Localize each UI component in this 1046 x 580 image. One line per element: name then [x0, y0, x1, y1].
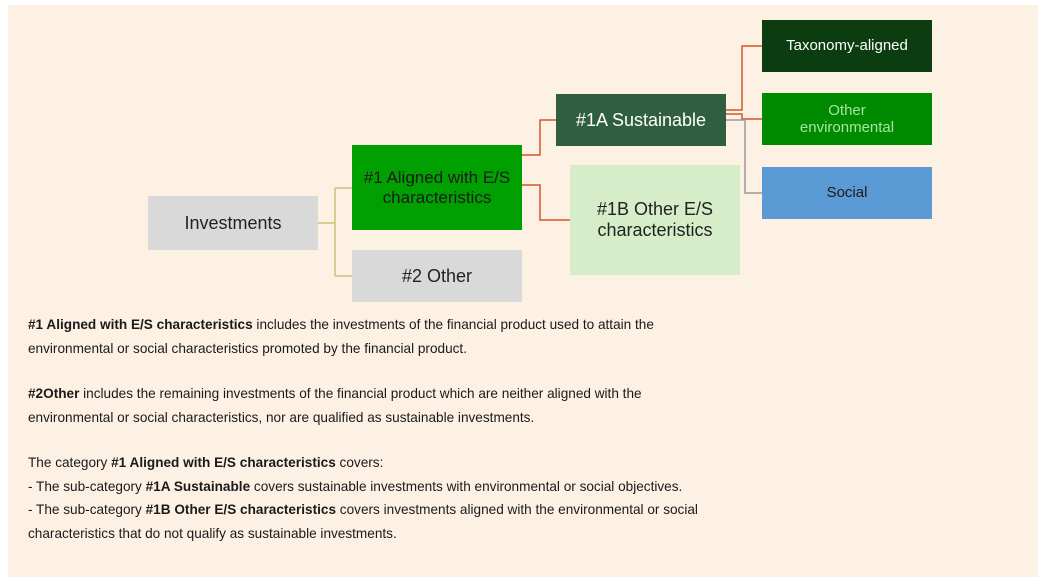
- node-label: Investments: [184, 212, 282, 233]
- text: environmental or social characteristics …: [28, 340, 467, 356]
- bold-text: #1B Other E/S characteristics: [145, 502, 337, 517]
- text: includes the remaining investments of th…: [79, 386, 642, 401]
- bold-text: #2Other: [28, 386, 80, 401]
- text-line: #1 Aligned with E/S characteristics incl…: [28, 313, 698, 337]
- text: environmental or social characteristics,…: [28, 409, 535, 425]
- text-line: environmental or social characteristics,…: [28, 406, 698, 430]
- node-box: Taxonomy-aligned: [762, 20, 932, 72]
- text-line: The category #1 Aligned with E/S charact…: [28, 451, 698, 475]
- text-line: - The sub-category #1B Other E/S charact…: [28, 498, 698, 522]
- node-label: Taxonomy-aligned: [786, 37, 908, 55]
- node-label: Other environmental: [799, 101, 895, 136]
- connector: [726, 119, 762, 194]
- text: - The sub-category: [28, 502, 146, 517]
- node-label: Social: [826, 184, 868, 202]
- node-box: #2 Other: [352, 250, 522, 302]
- paragraph: #1 Aligned with E/S characteristics incl…: [28, 313, 698, 360]
- text-line: #2Other includes the remaining investmen…: [28, 382, 698, 406]
- bold-text: #1 Aligned with E/S characteristics: [28, 317, 253, 332]
- bold-text: #1 Aligned with E/S characteristics: [111, 455, 336, 470]
- text: includes the investments of the financia…: [252, 317, 654, 332]
- node-box: Other environmental: [762, 93, 932, 145]
- bold-text: #1A Sustainable: [145, 478, 251, 494]
- text-line: environmental or social characteristics …: [28, 337, 698, 361]
- description: #1 Aligned with E/S characteristics incl…: [28, 313, 698, 567]
- node-box: Investments: [148, 196, 318, 250]
- text: covers investments aligned with the envi…: [336, 502, 698, 517]
- connector: [726, 45, 762, 120]
- paragraph: The category #1 Aligned with E/S charact…: [28, 451, 698, 545]
- node-label: #1B Other E/S characteristics: [596, 199, 714, 240]
- node-label: #1A Sustainable: [575, 109, 707, 130]
- node-label: #1 Aligned with E/S characteristics: [363, 167, 511, 207]
- connector: [522, 119, 570, 221]
- node-box: #1A Sustainable: [556, 94, 726, 146]
- text: - The sub-category: [28, 478, 146, 494]
- node-box: #1 Aligned with E/S characteristics: [352, 145, 522, 230]
- node-box: #1B Other E/S characteristics: [570, 165, 740, 275]
- connector: [318, 187, 352, 277]
- paragraph: #2Other includes the remaining investmen…: [28, 382, 698, 429]
- text-line: - The sub-category #1A Sustainable cover…: [28, 475, 698, 499]
- node-box: Social: [762, 167, 932, 219]
- text: covers sustainable investments with envi…: [250, 478, 683, 494]
- node-label: #2 Other: [401, 265, 473, 286]
- text: characteristics that do not qualify as s…: [28, 525, 397, 541]
- text: covers:: [335, 455, 384, 470]
- text: The category: [28, 455, 112, 470]
- text-line: characteristics that do not qualify as s…: [28, 522, 698, 546]
